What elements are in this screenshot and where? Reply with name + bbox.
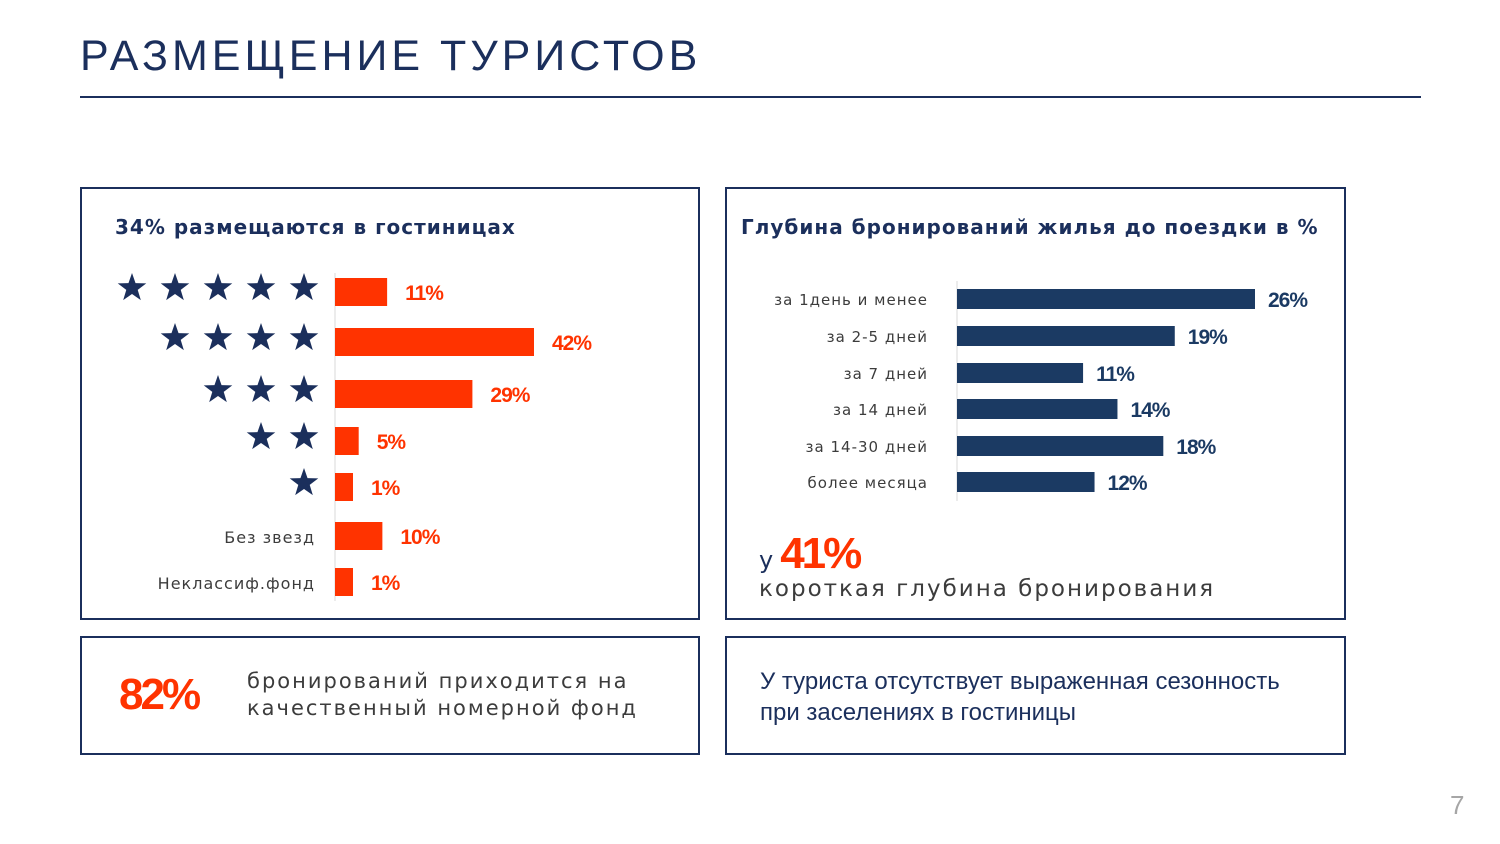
bar-value-label: 11%	[1096, 363, 1135, 386]
bar-hotel-3	[335, 427, 359, 455]
bar-hotel-5	[335, 522, 383, 550]
bar-depth-5	[957, 472, 1095, 492]
star-icon	[246, 422, 276, 450]
highlight-caption: короткая глубина бронирования	[759, 576, 1216, 602]
booking-depth-heading: Глубина бронирований жилья до поездки в …	[741, 215, 1319, 239]
category-label: за 14 дней	[833, 401, 928, 419]
star-icon	[289, 375, 319, 403]
bar-value-label: 42%	[552, 332, 592, 355]
category-label: более месяца	[808, 474, 928, 492]
category-label: Без звезд	[224, 528, 315, 547]
bar-hotel-4	[335, 473, 353, 501]
star-icon	[160, 323, 190, 351]
bar-value-label: 18%	[1176, 436, 1216, 459]
bar-hotel-6	[335, 568, 353, 596]
category-label: за 7 дней	[844, 365, 928, 383]
page-title: РАЗМЕЩЕНИЕ ТУРИСТОВ	[80, 32, 702, 80]
star-icon	[246, 375, 276, 403]
bar-value-label: 29%	[490, 384, 530, 407]
bar-value-label: 5%	[377, 431, 407, 454]
seasonality-panel: У туриста отсутствует выраженная сезонно…	[725, 636, 1346, 755]
star-icon	[289, 323, 319, 351]
bar-value-label: 19%	[1188, 326, 1228, 349]
star-icon	[289, 422, 319, 450]
short-depth-highlight: у 41%	[759, 529, 862, 579]
bar-value-label: 26%	[1268, 289, 1308, 312]
bar-value-label: 10%	[400, 526, 440, 549]
hotel-category-chart: 11% 42% 29% 5% 1% 10% Без звезд 1% Неклассиф.фон…	[117, 273, 593, 601]
quality-share-value: 82%	[119, 670, 201, 719]
bar-value-label: 1%	[371, 572, 401, 595]
star-icon	[203, 375, 233, 403]
star-icon	[289, 468, 319, 496]
booking-depth-panel: Глубина бронирований жилья до поездки в …	[725, 187, 1346, 620]
quality-share-text: бронирований приходится на качественный …	[247, 669, 638, 720]
star-icon	[203, 273, 233, 301]
bar-hotel-0	[335, 278, 388, 306]
category-label: Неклассиф.фонд	[158, 574, 315, 593]
star-icon	[246, 323, 276, 351]
bar-depth-1	[957, 326, 1175, 346]
highlight-value: 41%	[780, 529, 862, 578]
bar-hotel-1	[335, 328, 534, 356]
bar-value-label: 14%	[1130, 399, 1170, 422]
category-label: за 1день и менее	[774, 291, 928, 309]
bar-hotel-2	[335, 380, 473, 408]
bar-depth-2	[957, 363, 1084, 383]
category-label: за 2-5 дней	[827, 328, 928, 346]
star-icon	[117, 273, 147, 301]
bar-depth-3	[957, 399, 1118, 419]
star-icon	[203, 323, 233, 351]
bar-depth-4	[957, 436, 1164, 456]
seasonality-text: У туриста отсутствует выраженная сезонно…	[760, 668, 1280, 726]
page-number: 7	[1450, 790, 1465, 820]
hotel-stay-heading: 34% размещаются в гостиницах	[115, 215, 516, 239]
bar-value-label: 12%	[1108, 472, 1148, 495]
bar-value-label: 11%	[405, 282, 444, 305]
title-divider	[80, 96, 1421, 98]
bar-value-label: 1%	[371, 477, 401, 500]
bar-depth-0	[957, 289, 1255, 309]
star-icon	[160, 273, 190, 301]
star-icon	[246, 273, 276, 301]
star-icon	[289, 273, 319, 301]
hotel-stay-panel: 34% размещаются в гостиницах 11% 42% 29% 5%…	[80, 187, 700, 620]
quality-share-panel: 82% бронирований приходится на качествен…	[80, 636, 700, 755]
highlight-prefix: у	[759, 546, 775, 574]
category-label: за 14-30 дней	[806, 438, 928, 456]
booking-depth-chart: за 1день и менее 26% за 2-5 дней 19% за 7 дн…	[774, 281, 1309, 501]
